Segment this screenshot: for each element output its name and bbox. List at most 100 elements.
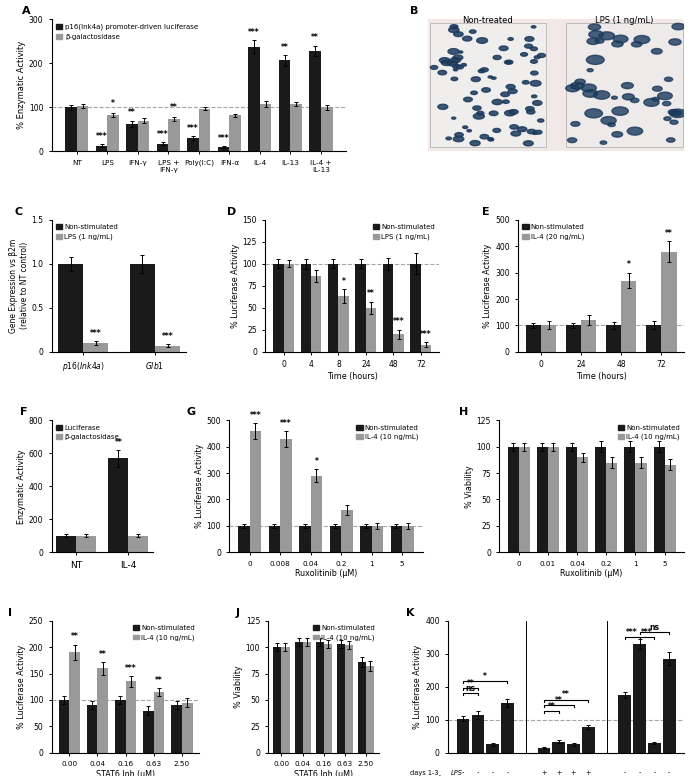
Text: -: - (668, 770, 670, 775)
Bar (457, 719, 469, 753)
Circle shape (508, 38, 513, 40)
Circle shape (451, 57, 461, 63)
Circle shape (451, 77, 457, 81)
X-axis label: Time (hours): Time (hours) (327, 372, 377, 381)
Circle shape (510, 125, 518, 129)
Bar (648, 743, 661, 753)
Circle shape (567, 138, 577, 143)
Circle shape (488, 76, 493, 78)
Circle shape (482, 88, 491, 92)
Bar (393, 334, 404, 352)
Text: Non-treated: Non-treated (462, 16, 513, 25)
Circle shape (669, 39, 681, 45)
Text: **: ** (367, 289, 375, 298)
Circle shape (534, 56, 540, 59)
Circle shape (467, 130, 471, 132)
Circle shape (527, 109, 535, 114)
Circle shape (448, 27, 459, 33)
Circle shape (489, 111, 498, 116)
Bar (526, 325, 541, 352)
Circle shape (501, 92, 509, 96)
Text: ***: *** (249, 411, 261, 420)
Y-axis label: % Luciferase Activity: % Luciferase Activity (195, 444, 204, 528)
Text: **: ** (311, 33, 319, 43)
Bar (65, 107, 77, 151)
Circle shape (499, 46, 508, 50)
Circle shape (463, 126, 468, 129)
Bar (187, 138, 199, 151)
Bar (310, 51, 321, 151)
Y-axis label: Gene Expression vs β2m
(relative to NT control): Gene Expression vs β2m (relative to NT c… (9, 239, 28, 333)
Circle shape (506, 85, 515, 89)
Text: D: D (227, 206, 236, 217)
Text: **: ** (70, 632, 79, 641)
Bar (355, 264, 366, 352)
Bar (519, 447, 530, 553)
Bar (661, 251, 676, 352)
Circle shape (458, 51, 463, 54)
Legend: Non-stimulated, IL-4 (10 ng/mL): Non-stimulated, IL-4 (10 ng/mL) (312, 625, 375, 642)
Bar (182, 702, 193, 753)
Bar (290, 104, 302, 151)
Circle shape (477, 38, 488, 43)
Bar (108, 459, 129, 553)
Circle shape (493, 128, 500, 133)
Circle shape (585, 109, 603, 118)
Text: -: - (653, 770, 656, 775)
Bar (625, 447, 636, 553)
Text: +: + (586, 770, 591, 775)
Bar (337, 644, 345, 753)
Circle shape (453, 26, 457, 29)
Circle shape (471, 77, 480, 81)
Bar (548, 447, 559, 553)
Bar (372, 526, 384, 553)
Bar (410, 264, 421, 352)
Text: LPS (1 ng/mL): LPS (1 ng/mL) (595, 16, 653, 25)
Circle shape (524, 140, 533, 146)
Circle shape (599, 32, 614, 40)
X-axis label: Ruxolitinib (μM): Ruxolitinib (μM) (560, 570, 623, 578)
Legend: Luciferase, β-galactosidase: Luciferase, β-galactosidase (55, 424, 120, 441)
Circle shape (462, 36, 472, 41)
Circle shape (627, 127, 643, 135)
Text: F: F (19, 407, 27, 417)
Circle shape (442, 60, 452, 65)
Text: ***: *** (641, 628, 653, 636)
Bar (130, 264, 155, 352)
Text: -: - (477, 770, 479, 775)
Bar (107, 115, 119, 151)
Text: ***: *** (90, 329, 102, 338)
Circle shape (448, 49, 459, 54)
Text: *: * (483, 672, 487, 681)
Circle shape (439, 57, 450, 63)
Text: **: ** (99, 650, 106, 659)
Text: K: K (406, 608, 414, 618)
Bar (577, 457, 588, 553)
Bar (633, 644, 646, 753)
Y-axis label: Enzymatic Activity: Enzymatic Activity (17, 449, 26, 524)
Bar (538, 748, 550, 753)
Bar (229, 116, 241, 151)
Bar (143, 711, 153, 753)
Circle shape (456, 65, 463, 69)
Circle shape (583, 90, 598, 97)
Circle shape (520, 53, 527, 56)
Bar (77, 106, 88, 151)
Bar (311, 476, 322, 553)
Circle shape (581, 84, 596, 92)
Text: J: J (235, 608, 239, 618)
Circle shape (453, 137, 464, 142)
Circle shape (531, 95, 537, 98)
Text: *: * (314, 457, 319, 466)
Bar (301, 264, 311, 352)
Bar (249, 431, 261, 553)
Circle shape (664, 117, 671, 120)
Circle shape (652, 97, 659, 101)
Bar (129, 535, 148, 553)
Circle shape (464, 97, 473, 102)
Circle shape (438, 104, 448, 109)
Bar (621, 281, 636, 352)
Bar (390, 526, 402, 553)
Text: ***: *** (157, 130, 169, 139)
Bar (552, 742, 565, 753)
